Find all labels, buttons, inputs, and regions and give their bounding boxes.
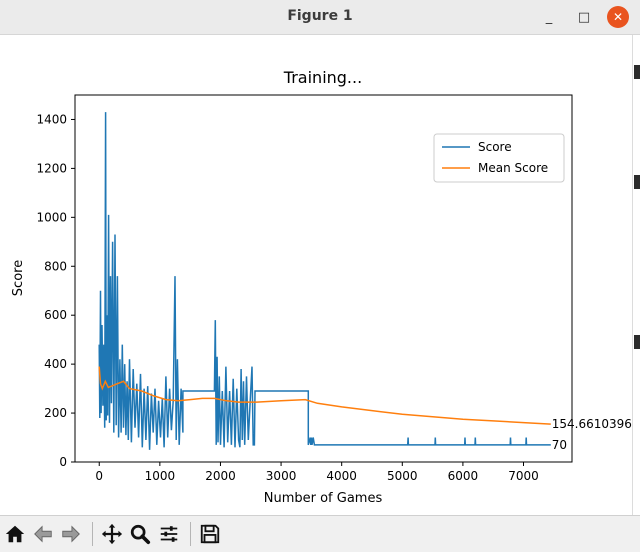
x-tick-label: 0 bbox=[95, 469, 103, 483]
save-button[interactable] bbox=[197, 521, 223, 547]
y-tick-label: 1400 bbox=[36, 112, 67, 126]
x-tick-label: 3000 bbox=[266, 469, 297, 483]
y-tick-label: 0 bbox=[59, 455, 67, 469]
legend-entry: Score bbox=[478, 140, 512, 154]
home-button[interactable] bbox=[2, 521, 28, 547]
pan-button[interactable] bbox=[99, 521, 125, 547]
chart-legend: Score Mean Score bbox=[433, 133, 565, 183]
x-tick-label: 4000 bbox=[326, 469, 357, 483]
y-tick-label: 1000 bbox=[36, 210, 67, 224]
series-line-score bbox=[98, 112, 551, 450]
y-tick-label: 200 bbox=[44, 406, 67, 420]
pan-icon bbox=[101, 523, 123, 545]
back-arrow-icon bbox=[34, 525, 52, 543]
configure-subplots-icon bbox=[160, 526, 178, 542]
last-value-label: 70 bbox=[552, 438, 567, 452]
x-tick-label: 1000 bbox=[145, 469, 176, 483]
toolbar-separator bbox=[92, 522, 93, 546]
figure-canvas: 0 1000 2000 3000 4000 5000 6000 7000 0 200 400 600 8… bbox=[0, 35, 632, 515]
chart-title: Training... bbox=[283, 68, 362, 87]
forward-arrow-icon bbox=[62, 525, 80, 543]
home-icon bbox=[5, 525, 25, 543]
y-tick-label: 400 bbox=[44, 357, 67, 371]
background-window-edge bbox=[632, 35, 640, 515]
forward-button[interactable] bbox=[58, 521, 84, 547]
series-line-mean-score bbox=[98, 366, 551, 425]
y-tick-label: 800 bbox=[44, 259, 67, 273]
x-axis-label: Number of Games bbox=[264, 491, 383, 506]
legend-entry: Mean Score bbox=[478, 161, 548, 175]
save-icon bbox=[200, 524, 220, 544]
legend-box bbox=[433, 133, 565, 183]
x-tick-label: 6000 bbox=[448, 469, 479, 483]
configure-subplots-button[interactable] bbox=[156, 521, 182, 547]
y-tick-label: 1200 bbox=[36, 161, 67, 175]
navigation-toolbar bbox=[0, 515, 640, 552]
x-tick-label: 7000 bbox=[508, 469, 539, 483]
maximize-button[interactable]: □ bbox=[577, 9, 591, 25]
zoom-icon bbox=[130, 524, 151, 545]
minimize-button[interactable]: _ bbox=[545, 9, 553, 25]
plot-area-frame bbox=[74, 94, 573, 463]
window-titlebar[interactable]: Figure 1 _ □ ✕ bbox=[0, 0, 640, 35]
x-tick-label: 5000 bbox=[387, 469, 418, 483]
window-title: Figure 1 bbox=[287, 8, 353, 24]
y-tick-label: 600 bbox=[44, 308, 67, 322]
toolbar-separator bbox=[190, 522, 191, 546]
back-button[interactable] bbox=[30, 521, 56, 547]
y-axis-label: Score bbox=[11, 260, 26, 296]
x-tick-label: 2000 bbox=[205, 469, 236, 483]
zoom-button[interactable] bbox=[127, 521, 153, 547]
close-button[interactable]: ✕ bbox=[607, 6, 629, 28]
last-value-label: 154.6610396 bbox=[552, 417, 632, 431]
